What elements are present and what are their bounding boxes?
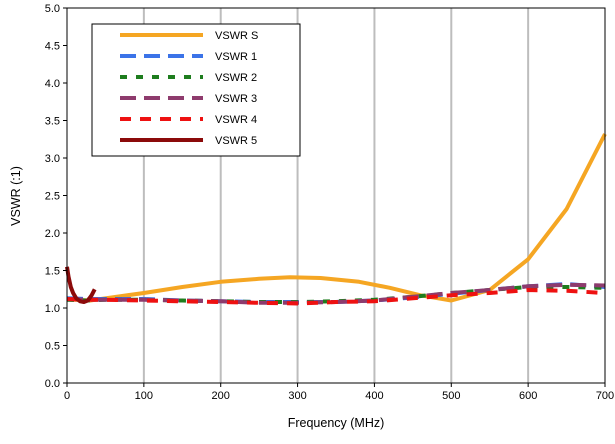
x-tick-label: 300 [288,390,306,402]
legend-label: VSWR 4 [215,114,257,126]
x-tick-label: 100 [135,390,153,402]
y-tick-label: 3.5 [45,116,60,128]
y-tick-label: 0.0 [45,378,60,390]
x-axis-ticks: 0 100 200 300 400 500 600 700 [64,383,614,402]
legend-label: VSWR 2 [215,72,257,84]
x-axis-title: Frequency (MHz) [288,416,385,430]
legend-label: VSWR 5 [215,135,257,147]
legend-label: VSWR 3 [215,93,257,105]
y-tick-label: 1.5 [45,266,60,278]
y-tick-label: 2.5 [45,191,60,203]
y-tick-label: 4.0 [45,78,60,90]
x-tick-label: 400 [365,390,383,402]
y-tick-label: 0.5 [45,341,60,353]
x-tick-label: 200 [212,390,230,402]
series-lines [65,133,607,306]
x-tick-label: 0 [64,390,70,402]
legend-label: VSWR S [215,30,258,42]
y-tick-label: 3.0 [45,153,60,165]
y-axis-title: VSWR (:1) [9,166,23,226]
legend: VSWR S VSWR 1 VSWR 2 VSWR 3 VSWR 4 VSWR 5 [91,23,301,157]
series-line-vswr-5 [65,266,97,304]
y-tick-label: 4.5 [45,41,60,53]
x-tick-label: 600 [519,390,537,402]
x-tick-label: 500 [442,390,460,402]
x-tick-label: 700 [596,390,614,402]
series-line-vswr-4 [66,288,606,306]
y-axis-ticks: 0.0 0.5 1.0 1.5 2.0 2.5 3.0 3.5 4.0 4.5 5.0 [45,3,67,390]
y-tick-label: 5.0 [45,3,60,15]
y-tick-label: 1.0 [45,303,60,315]
legend-label: VSWR 1 [215,51,257,63]
y-tick-label: 2.0 [45,228,60,240]
legend-box [91,23,301,157]
